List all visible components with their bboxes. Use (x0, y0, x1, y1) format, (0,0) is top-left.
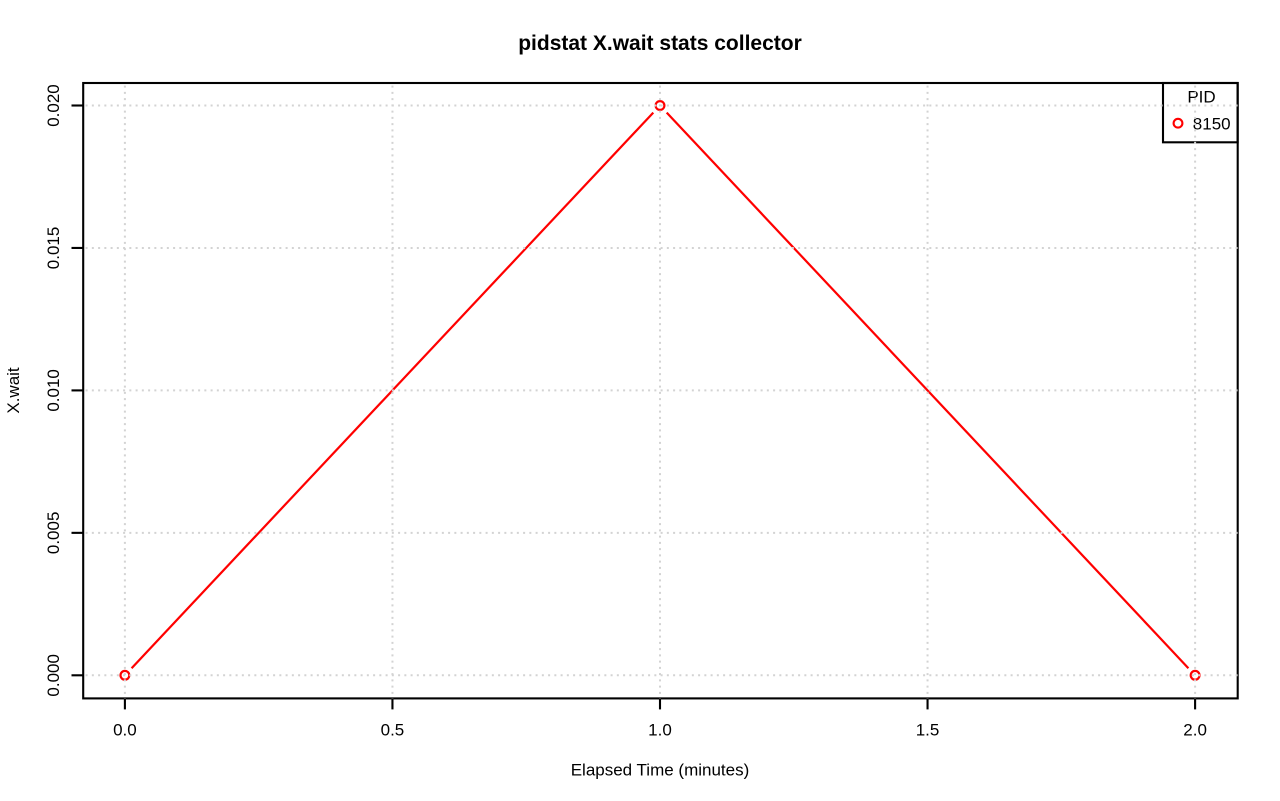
svg-text:0.020: 0.020 (44, 84, 63, 127)
svg-text:1.5: 1.5 (916, 721, 940, 740)
svg-text:0.5: 0.5 (381, 721, 405, 740)
svg-text:1.0: 1.0 (648, 721, 672, 740)
svg-text:Elapsed Time (minutes): Elapsed Time (minutes) (571, 760, 750, 779)
svg-text:PID: PID (1187, 88, 1215, 107)
svg-text:8150: 8150 (1193, 115, 1231, 134)
svg-text:X.wait: X.wait (4, 367, 23, 414)
svg-text:0.000: 0.000 (44, 654, 63, 697)
svg-text:0.015: 0.015 (44, 227, 63, 270)
svg-text:0.005: 0.005 (44, 512, 63, 555)
svg-text:0.010: 0.010 (44, 369, 63, 412)
svg-text:0.0: 0.0 (113, 721, 137, 740)
svg-text:pidstat X.wait stats collector: pidstat X.wait stats collector (518, 32, 802, 55)
svg-text:2.0: 2.0 (1183, 721, 1207, 740)
